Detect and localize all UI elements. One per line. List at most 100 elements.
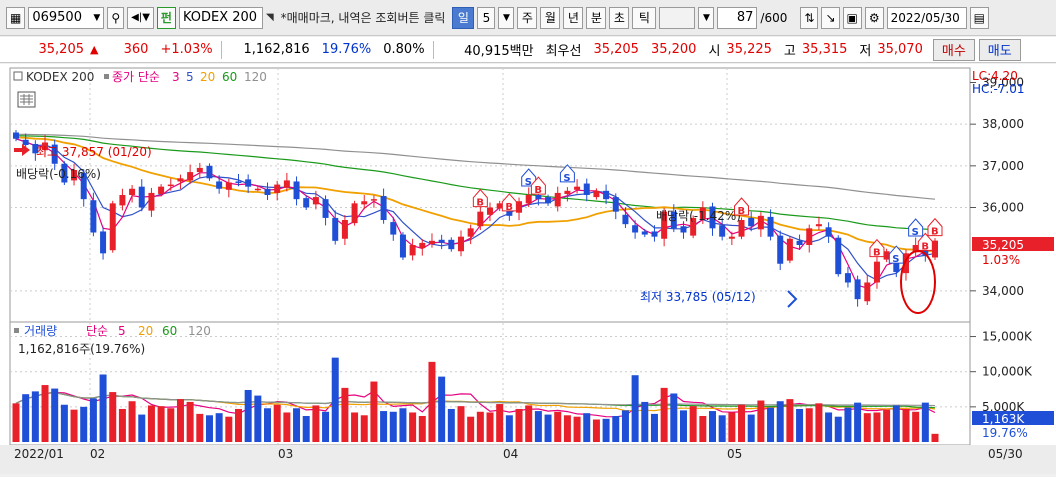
grid	[10, 68, 970, 445]
corner-arrow-icon: ◥	[265, 12, 274, 23]
candle-body	[477, 211, 484, 227]
hc-label: HC:-7.01	[972, 82, 1025, 96]
sell-button[interactable]: 매도	[978, 38, 1021, 61]
candle-body	[583, 183, 590, 195]
volume-bar	[641, 401, 649, 442]
tick-count-field[interactable]	[659, 6, 696, 29]
volume-bar	[331, 357, 339, 442]
candle-body	[777, 235, 784, 264]
y-tick-label: 38,000	[982, 117, 1024, 131]
chevron-down-icon[interactable]: ▼	[93, 12, 101, 23]
period-weekly-button[interactable]: 주	[517, 6, 538, 29]
bid-price: 35,200	[650, 42, 697, 57]
candle-body	[13, 132, 19, 139]
stock-name-field[interactable]: KODEX 200	[178, 6, 263, 29]
volume-tag	[972, 411, 1054, 425]
candle-body	[535, 195, 542, 200]
calendar-icon[interactable]: ▤	[969, 6, 989, 29]
period-monthly-button[interactable]: 월	[540, 6, 561, 29]
buy-signal-icon	[927, 217, 943, 237]
volume-bar	[273, 404, 281, 442]
compare-icon[interactable]: ⇅	[800, 6, 819, 29]
candle-body	[603, 190, 610, 200]
volume-bar	[486, 412, 494, 442]
volume-bar	[118, 408, 126, 442]
chevron-down-icon[interactable]: ▼	[698, 6, 715, 29]
chevron-down-icon[interactable]: ▼	[498, 6, 515, 29]
volume-bar	[612, 415, 620, 442]
period-daily-button[interactable]: 일	[452, 6, 475, 29]
x-label-may: 05	[727, 447, 742, 461]
volume-bar	[573, 416, 581, 442]
candle-body	[632, 225, 639, 233]
volume-bar	[863, 413, 871, 442]
candle-body	[661, 211, 668, 239]
volume-bar	[834, 416, 842, 442]
volume-bar	[389, 411, 397, 442]
candle-body	[409, 245, 416, 256]
candle-body	[42, 142, 49, 151]
volume-bar	[718, 415, 726, 442]
candle-body	[825, 227, 832, 237]
candle-body	[854, 279, 861, 300]
volume-bar	[757, 400, 765, 442]
volume-bar	[496, 404, 504, 442]
date-field[interactable]: 2022/05/30	[886, 6, 967, 29]
x-label-feb: 02	[90, 447, 105, 461]
period-n-field[interactable]: 5	[477, 6, 496, 29]
save-icon[interactable]: ▣	[842, 6, 862, 29]
volume-bar	[22, 394, 30, 442]
candle-body	[786, 238, 793, 261]
candle-body	[748, 217, 755, 227]
volume-bar	[467, 416, 475, 442]
candle-body	[641, 231, 648, 235]
period-second-button[interactable]: 초	[609, 6, 630, 29]
count-field[interactable]: 87	[717, 6, 758, 29]
legend-ma-120: 120	[244, 70, 267, 84]
signal-letter: B	[921, 241, 929, 252]
buy-button[interactable]: 매수	[932, 38, 975, 61]
volume-bar	[254, 395, 262, 442]
divider	[432, 40, 434, 59]
volume-bar	[583, 413, 591, 442]
period-minute-button[interactable]: 분	[586, 6, 607, 29]
volume-bar	[912, 411, 920, 442]
volume-bar	[660, 387, 668, 442]
candle-body	[525, 195, 532, 204]
candle-body	[719, 225, 726, 237]
period-tick-button[interactable]: 틱	[632, 6, 657, 29]
candle-body	[419, 242, 426, 249]
search-icon[interactable]: ⚲	[107, 6, 125, 29]
candle-body	[71, 170, 78, 181]
buy-signal-icon	[734, 197, 750, 216]
candle-body	[380, 196, 387, 220]
candle-body	[612, 197, 619, 212]
gear-icon[interactable]: ⚙	[864, 6, 884, 29]
candle-body	[206, 165, 213, 179]
volume-bar	[505, 415, 513, 442]
candle-body	[264, 188, 271, 195]
candle-body	[225, 182, 232, 190]
volume-bar	[89, 398, 97, 442]
code-input[interactable]: 069500 ▼	[28, 6, 105, 29]
candle-body	[545, 197, 552, 204]
stock-chart[interactable]: 39,000 38,000 37,000 36,000 34,000 15,000K 10,…	[0, 64, 1056, 474]
y-tick-label: 37,000	[982, 159, 1024, 173]
hint-text: *매매마크, 내역은 조회버튼 클릭	[280, 11, 446, 25]
volume-ma-60: 60	[162, 324, 177, 338]
volume-bar	[157, 406, 165, 442]
buy-signal-icon	[917, 232, 933, 251]
low-marker-icon	[787, 290, 798, 308]
up-arrow-icon: ▲	[90, 43, 99, 56]
candle-body	[428, 240, 435, 244]
volume-bar	[931, 433, 939, 442]
tool-icon[interactable]: ↘	[821, 6, 840, 29]
candle-body	[119, 195, 126, 206]
volume-bar	[196, 413, 204, 442]
period-yearly-button[interactable]: 년	[563, 6, 584, 29]
prev-next-icon[interactable]: ◀|▼	[127, 6, 154, 29]
grid-icon[interactable]: ▦	[6, 6, 26, 29]
candle-body	[873, 261, 880, 283]
volume-bar	[147, 405, 155, 442]
volume-bars	[12, 357, 939, 442]
